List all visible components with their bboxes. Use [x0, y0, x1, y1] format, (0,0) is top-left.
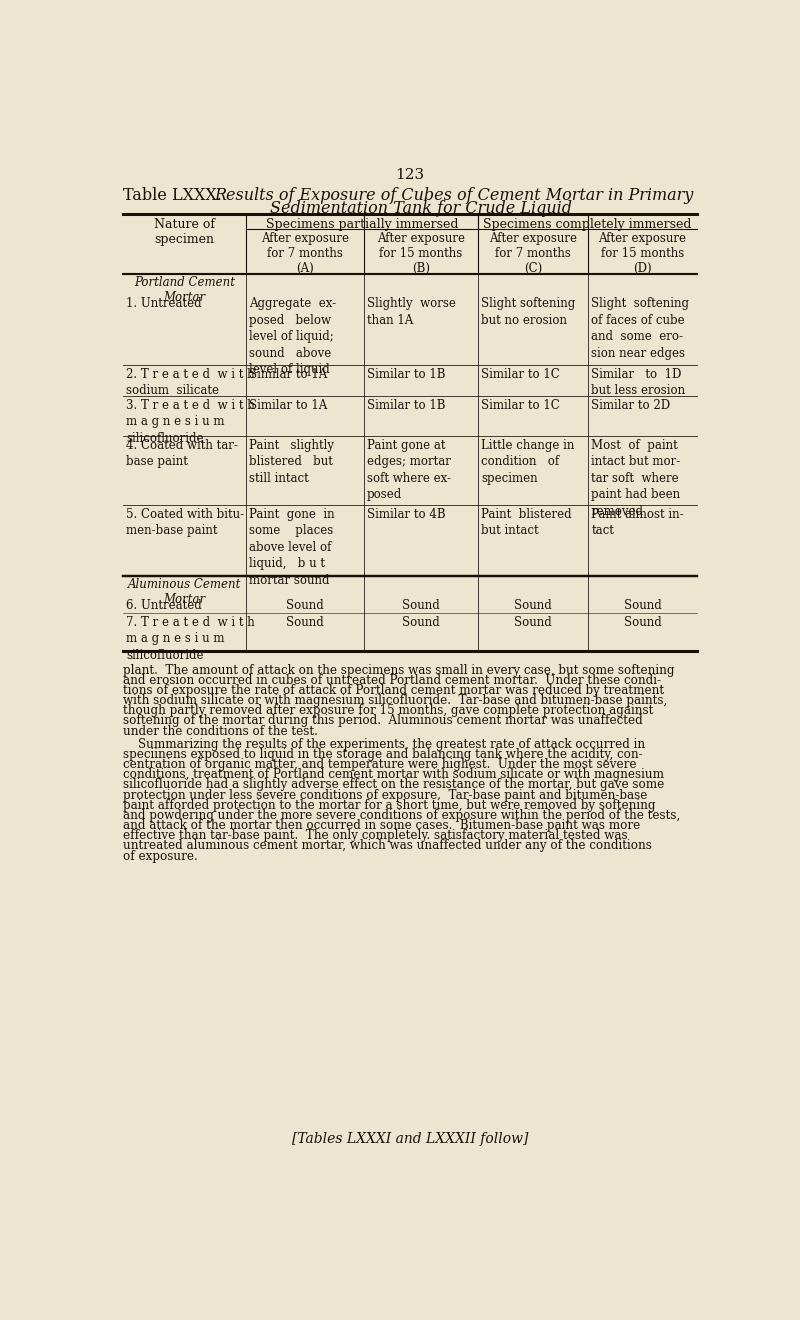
Text: Slight softening
but no erosion: Slight softening but no erosion: [482, 297, 575, 326]
Text: paint afforded protection to the mortar for a short time, but were removed by so: paint afforded protection to the mortar …: [123, 799, 656, 812]
Text: Slight  softening
of faces of cube
and  some  ero-
sion near edges: Slight softening of faces of cube and so…: [591, 297, 690, 359]
Text: Summarizing the results of the experiments, the greatest rate of attack occurred: Summarizing the results of the experimen…: [123, 738, 646, 751]
Text: conditions, treatment of Portland cement mortar with sodium silicate or with mag: conditions, treatment of Portland cement…: [123, 768, 664, 781]
Text: Paint  gone  in
some    places
above level of
liquid,   b u t
mortar sound: Paint gone in some places above level of…: [249, 508, 334, 587]
Text: [Tables LXXXI and LXXXII follow]: [Tables LXXXI and LXXXII follow]: [292, 1131, 528, 1146]
Text: effective than tar-base paint.  The only completely. satisfactory material teste: effective than tar-base paint. The only …: [123, 829, 628, 842]
Text: Sound: Sound: [286, 599, 323, 612]
Text: After exposure
for 7 months
(A): After exposure for 7 months (A): [261, 231, 349, 275]
Text: Similar to 1B: Similar to 1B: [366, 368, 445, 381]
Text: 6. Untreated: 6. Untreated: [126, 599, 202, 612]
Text: Sound: Sound: [402, 599, 440, 612]
Text: under the conditions of the test.: under the conditions of the test.: [123, 725, 318, 738]
Text: Sound: Sound: [402, 615, 440, 628]
Text: After exposure
for 15 months
(D): After exposure for 15 months (D): [598, 231, 686, 275]
Text: Aluminous Cement
Mortar: Aluminous Cement Mortar: [128, 578, 241, 606]
Text: Paint   slightly
blistered   but
still intact: Paint slightly blistered but still intac…: [249, 438, 334, 484]
Text: Nature of
specimen: Nature of specimen: [154, 218, 215, 247]
Text: and erosion occurred in cubes of untreated Portland cement mortar.  Under these : and erosion occurred in cubes of untreat…: [123, 673, 662, 686]
Text: though partly removed after exposure for 15 months, gave complete protection aga: though partly removed after exposure for…: [123, 704, 654, 717]
Text: 1. Untreated: 1. Untreated: [126, 297, 202, 310]
Text: 7. T r e a t e d  w i t h
m a g n e s i u m
silicofluoride: 7. T r e a t e d w i t h m a g n e s i u…: [126, 615, 255, 661]
Text: Sound: Sound: [514, 615, 552, 628]
Text: After exposure
for 15 months
(B): After exposure for 15 months (B): [377, 231, 465, 275]
Text: and powdering under the more severe conditions of exposure within the period of : and powdering under the more severe cond…: [123, 809, 681, 822]
Text: Portland Cement
Mortar: Portland Cement Mortar: [134, 276, 235, 304]
Text: Similar to 4B: Similar to 4B: [366, 508, 446, 521]
Text: Similar to 1C: Similar to 1C: [482, 368, 560, 381]
Text: Aggregate  ex-
posed   below
level of liquid;
sound   above
level of liquid: Aggregate ex- posed below level of liqui…: [249, 297, 336, 376]
Text: with sodium silicate or with magnesium silicofluoride.  Tar-base and bitumen-bas: with sodium silicate or with magnesium s…: [123, 694, 667, 708]
Text: Similar   to  1D
but less erosion: Similar to 1D but less erosion: [591, 368, 686, 397]
Text: plant.  The amount of attack on the specimens was small in every case, but some : plant. The amount of attack on the speci…: [123, 664, 674, 677]
Text: Table LXXX.: Table LXXX.: [123, 187, 222, 203]
Text: Sound: Sound: [514, 599, 552, 612]
Text: protection under less severe conditions of exposure.  Tar-base paint and bitumen: protection under less severe conditions …: [123, 788, 648, 801]
Text: Similar to 2D: Similar to 2D: [591, 399, 670, 412]
Text: speciinens exposed to liquid in the storage and balancing tank where the acidity: speciinens exposed to liquid in the stor…: [123, 748, 643, 760]
Text: Similar to 1C: Similar to 1C: [482, 399, 560, 412]
Text: Paint gone at
edges; mortar
soft where ex-
posed: Paint gone at edges; mortar soft where e…: [366, 438, 450, 502]
Text: Sound: Sound: [624, 599, 662, 612]
Text: Specimens completely immersed: Specimens completely immersed: [483, 218, 692, 231]
Text: softening of the mortar during this period.  Aluminous cement mortar was unaffec: softening of the mortar during this peri…: [123, 714, 643, 727]
Text: of exposure.: of exposure.: [123, 850, 198, 862]
Text: Similar to 1B: Similar to 1B: [366, 399, 445, 412]
Text: Sound: Sound: [286, 615, 323, 628]
Text: Results of Exposure of Cubes of Cement Mortar in Primary: Results of Exposure of Cubes of Cement M…: [214, 187, 694, 203]
Text: 2. T r e a t e d  w i t h
sodium  silicate: 2. T r e a t e d w i t h sodium silicate: [126, 368, 255, 397]
Text: Little change in
condition   of
specimen: Little change in condition of specimen: [482, 438, 574, 484]
Text: Sound: Sound: [624, 615, 662, 628]
Text: Similar to 1A: Similar to 1A: [249, 399, 327, 412]
Text: and attack of the mortar then occurred in some cases.  Bitumen-base paint was mo: and attack of the mortar then occurred i…: [123, 818, 641, 832]
Text: centration of organic matter, and temperature were highest.  Under the most seve: centration of organic matter, and temper…: [123, 758, 637, 771]
Text: silicofluoride had a slightly adverse effect on the resistance of the mortar, bu: silicofluoride had a slightly adverse ef…: [123, 779, 665, 792]
Text: 4. Coated with tar-
base paint: 4. Coated with tar- base paint: [126, 438, 238, 469]
Text: Paint  blistered
but intact: Paint blistered but intact: [482, 508, 572, 537]
Text: Sedimentation Tank for Crude Liquid: Sedimentation Tank for Crude Liquid: [270, 199, 573, 216]
Text: Specimens partially immersed: Specimens partially immersed: [266, 218, 458, 231]
Text: Most  of  paint
intact but mor-
tar soft  where
paint had been
removed: Most of paint intact but mor- tar soft w…: [591, 438, 681, 517]
Text: Similar to 1A: Similar to 1A: [249, 368, 327, 381]
Text: Paint almost in-
tact: Paint almost in- tact: [591, 508, 684, 537]
Text: tions of exposure the rate of attack of Portland cement mortar was reduced by tr: tions of exposure the rate of attack of …: [123, 684, 664, 697]
Text: 5. Coated with bitu-
men-base paint: 5. Coated with bitu- men-base paint: [126, 508, 245, 537]
Text: 123: 123: [395, 168, 425, 182]
Text: Slightly  worse
than 1A: Slightly worse than 1A: [366, 297, 455, 326]
Text: 3. T r e a t e d  w i t h
m a g n e s i u m
silicofluoride: 3. T r e a t e d w i t h m a g n e s i u…: [126, 399, 255, 445]
Text: After exposure
for 7 months
(C): After exposure for 7 months (C): [490, 231, 578, 275]
Text: untreated aluminous cement mortar, which was unaffected under any of the conditi: untreated aluminous cement mortar, which…: [123, 840, 652, 853]
